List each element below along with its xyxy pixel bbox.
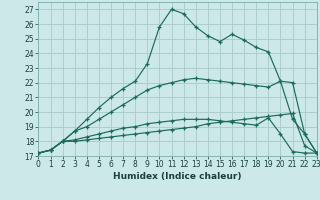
X-axis label: Humidex (Indice chaleur): Humidex (Indice chaleur) [113,172,242,181]
